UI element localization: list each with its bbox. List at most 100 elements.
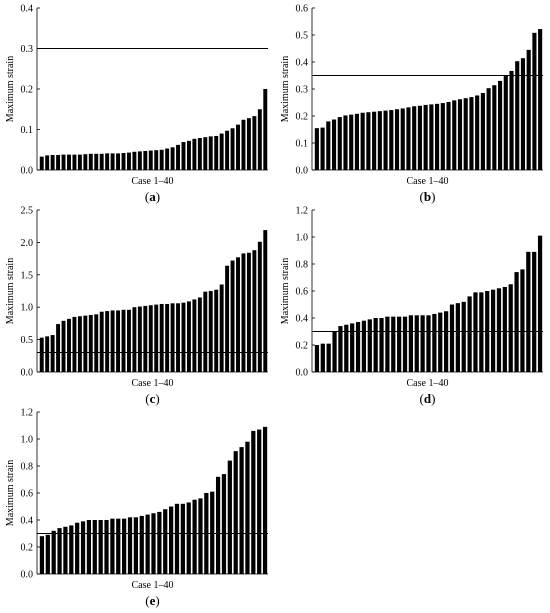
panel-label: (b) [420,189,436,204]
bar [236,257,240,372]
bar [326,121,331,170]
bar [127,152,131,170]
y-tick-label: 0.3 [296,85,309,96]
bar [461,301,466,372]
bar [83,315,88,372]
bar [432,313,437,372]
y-tick-label: 1.0 [21,435,34,446]
y-tick-label: 0.6 [296,287,309,298]
bar [520,58,526,170]
bar [391,316,396,372]
bar [252,250,257,372]
bar [143,150,148,170]
chart-panel-d: 0.0 0.2 0.4 0.6 0.8 1.0 1.2 Maximum strain Case … [275,202,550,407]
y-axis-label: Maximum strain [5,56,16,122]
bar [165,303,170,372]
bar [51,530,56,574]
bar [444,311,449,372]
bar [77,154,82,170]
bar [326,343,331,372]
bar [406,107,411,170]
bar [61,154,66,170]
bar [377,111,382,170]
y-tick-label: 1.5 [21,270,34,281]
y-tick-label: 0.4 [296,314,309,325]
bar [116,153,121,170]
bar [344,324,349,372]
bar [502,286,507,372]
bar [252,116,257,170]
bar [203,291,208,372]
bar [420,315,425,372]
bar [514,272,519,372]
bar [526,251,531,372]
bar [239,447,244,574]
bar [233,451,238,574]
bar [88,314,93,372]
bar [446,101,451,170]
bar [449,304,455,372]
bar [509,70,514,170]
bar [221,474,227,574]
y-tick-label: 0.1 [21,125,34,136]
bar [397,316,402,372]
bar [236,124,240,170]
bar [215,476,221,574]
bar [349,114,354,170]
bar [110,310,115,372]
y-tick-label: 0.6 [21,489,34,500]
bar [99,153,104,170]
chart-c-svg: 0.0 0.5 1.0 1.5 2.0 2.5 Maximum strain Case 1–4… [5,206,268,406]
bar [208,291,213,372]
bar [122,518,127,574]
chart-panel-e: 0.0 0.2 0.4 0.6 0.8 1.0 1.2 Maximum strain Case … [0,404,275,609]
bar [426,315,431,372]
bar [457,99,463,170]
bar [331,119,337,170]
bar [75,522,80,574]
bar [452,100,457,170]
bar [151,513,156,574]
bar [515,61,520,170]
bar [148,150,153,170]
bar [86,520,92,574]
bar [520,269,525,372]
bar [402,316,408,372]
bar [480,93,485,170]
y-tick-label: 0.2 [21,85,34,96]
bar [455,303,460,372]
bar [99,311,104,372]
chart-panel-a: 0.0 0.1 0.2 0.3 0.4 Maximum strain Case 1–40 (a… [0,0,275,205]
y-tick-label: 0.8 [296,260,309,271]
bar [337,117,342,170]
bar [440,103,445,170]
bar [208,136,213,170]
x-axis-label: Case 1–40 [132,378,174,389]
bar [63,526,68,574]
bar [438,312,443,372]
chart-panel-b: 0.0 0.1 0.2 0.3 0.4 0.5 0.6 Maximum strain Case … [275,0,550,205]
y-tick-label: 1.2 [21,408,34,419]
y-axis-label: Maximum strain [280,258,291,324]
y-tick-label: 1.0 [21,303,34,314]
bar [67,318,71,372]
bar [80,521,86,574]
bar [246,252,251,372]
panel-label: (d) [420,391,436,406]
y-tick-label: 0.0 [296,166,309,177]
bar [72,316,77,372]
y-tick-label: 1.0 [296,233,309,244]
bar [148,305,153,372]
bar [343,115,348,170]
x-axis-label: Case 1–40 [132,580,174,591]
panel-label: (a) [145,189,160,204]
chart-d-svg: 0.0 0.2 0.4 0.6 0.8 1.0 1.2 Maximum strain Case … [280,206,543,406]
bar [154,304,159,372]
bar [186,140,191,170]
bar [532,32,537,171]
bar [121,309,126,372]
bar [45,534,50,574]
bar [197,297,202,372]
bar [39,536,45,574]
bar [496,288,502,372]
